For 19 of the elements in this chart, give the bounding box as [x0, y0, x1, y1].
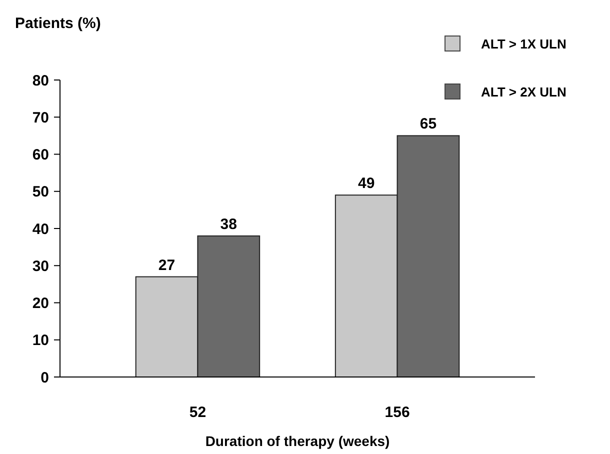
data-label: 65	[420, 116, 437, 133]
y-axis-title: Patients (%)	[15, 15, 101, 32]
y-tick-label: 70	[32, 109, 49, 126]
data-label: 38	[220, 216, 237, 233]
data-label: 49	[358, 175, 375, 192]
y-tick-label: 80	[32, 72, 49, 90]
x-tick-label: 156	[384, 404, 410, 421]
y-tick-label: 20	[32, 295, 49, 312]
y-tick-label: 0	[40, 369, 49, 386]
y-tick-label: 50	[32, 184, 49, 201]
y-tick-label: 10	[32, 332, 49, 350]
y-tick-label: 60	[32, 146, 49, 164]
y-tick-label: 40	[32, 220, 49, 238]
y-tick-label: 30	[32, 258, 49, 275]
legend-label: ALT > 1X ULN	[481, 36, 566, 52]
x-tick-label: 52	[189, 404, 206, 421]
x-axis-title: Duration of therapy (weeks)	[205, 433, 390, 449]
data-label: 27	[158, 256, 176, 274]
legend-label: ALT > 2X ULN	[481, 84, 566, 100]
